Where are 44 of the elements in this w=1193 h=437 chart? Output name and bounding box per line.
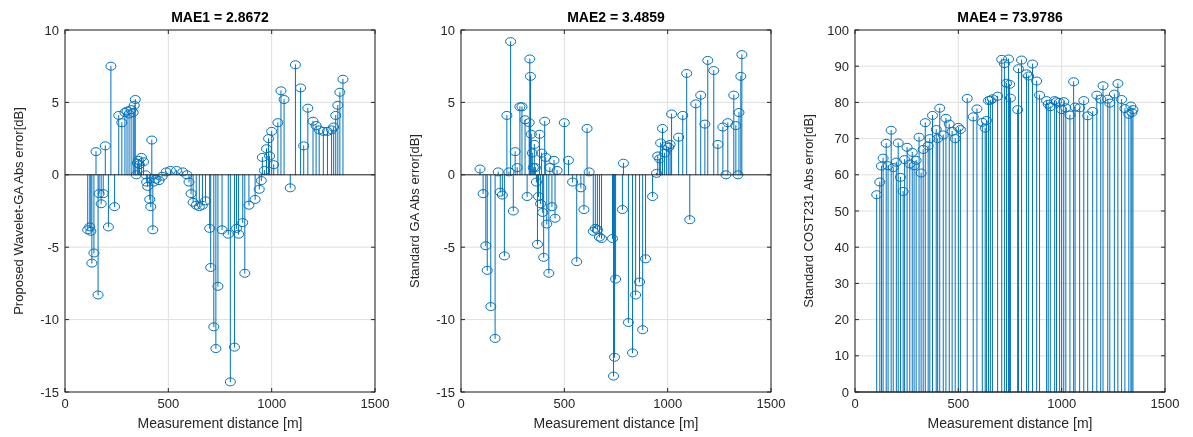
- y-tick-label: 60: [834, 167, 849, 183]
- y-axis-title: Standard GA Abs error[dB]: [407, 134, 422, 288]
- y-tick-label: 0: [51, 167, 59, 183]
- y-tick-label: 5: [447, 94, 455, 110]
- y-tick-label: -10: [40, 312, 59, 328]
- y-tick-label: 5: [51, 94, 59, 110]
- y-tick-label: 0: [447, 167, 455, 183]
- x-axis-title: Measurement distance [m]: [927, 415, 1093, 431]
- y-tick-label: -5: [443, 239, 455, 255]
- x-tick-label: 1000: [653, 396, 683, 411]
- y-tick-label: -5: [47, 239, 59, 255]
- y-tick-label: -15: [436, 384, 455, 400]
- y-tick-label: 70: [834, 131, 849, 147]
- y-tick-label: 100: [827, 22, 849, 38]
- chart-title: MAE2 = 3.4859: [567, 9, 666, 25]
- y-tick-label: 0: [841, 384, 849, 400]
- y-tick-label: 40: [834, 239, 849, 255]
- y-tick-label: -15: [40, 384, 59, 400]
- y-tick-label: 80: [834, 94, 849, 110]
- y-tick-label: 30: [834, 275, 849, 291]
- y-axis-title: Proposed Wavelet-GA Abs error[dB]: [11, 107, 26, 315]
- x-tick-label: 0: [851, 396, 859, 411]
- x-tick-label: 500: [553, 396, 576, 411]
- x-tick-label: 500: [947, 396, 970, 411]
- y-tick-label: 10: [440, 22, 455, 38]
- y-tick-label: 10: [834, 348, 849, 364]
- x-tick-label: 1000: [1047, 396, 1077, 411]
- y-tick-label: -10: [436, 312, 455, 328]
- chart-title: MAE1 = 2.8672: [171, 9, 270, 25]
- x-tick-label: 1500: [756, 396, 786, 411]
- x-tick-label: 1000: [257, 396, 287, 411]
- chart-title: MAE4 = 73.9786: [957, 9, 1063, 25]
- x-axis-title: Measurement distance [m]: [533, 415, 699, 431]
- x-tick-label: 1500: [360, 396, 390, 411]
- x-tick-label: 500: [157, 396, 180, 411]
- y-axis-title: Standard COST231 Abs error[dB]: [801, 114, 816, 308]
- y-tick-label: 20: [834, 312, 849, 328]
- x-axis-title: Measurement distance [m]: [137, 415, 303, 431]
- y-tick-label: 50: [834, 203, 849, 219]
- x-tick-label: 0: [61, 396, 69, 411]
- x-tick-label: 0: [457, 396, 465, 411]
- x-tick-label: 1500: [1150, 396, 1180, 411]
- y-tick-label: 10: [44, 22, 59, 38]
- y-tick-label: 90: [834, 58, 849, 74]
